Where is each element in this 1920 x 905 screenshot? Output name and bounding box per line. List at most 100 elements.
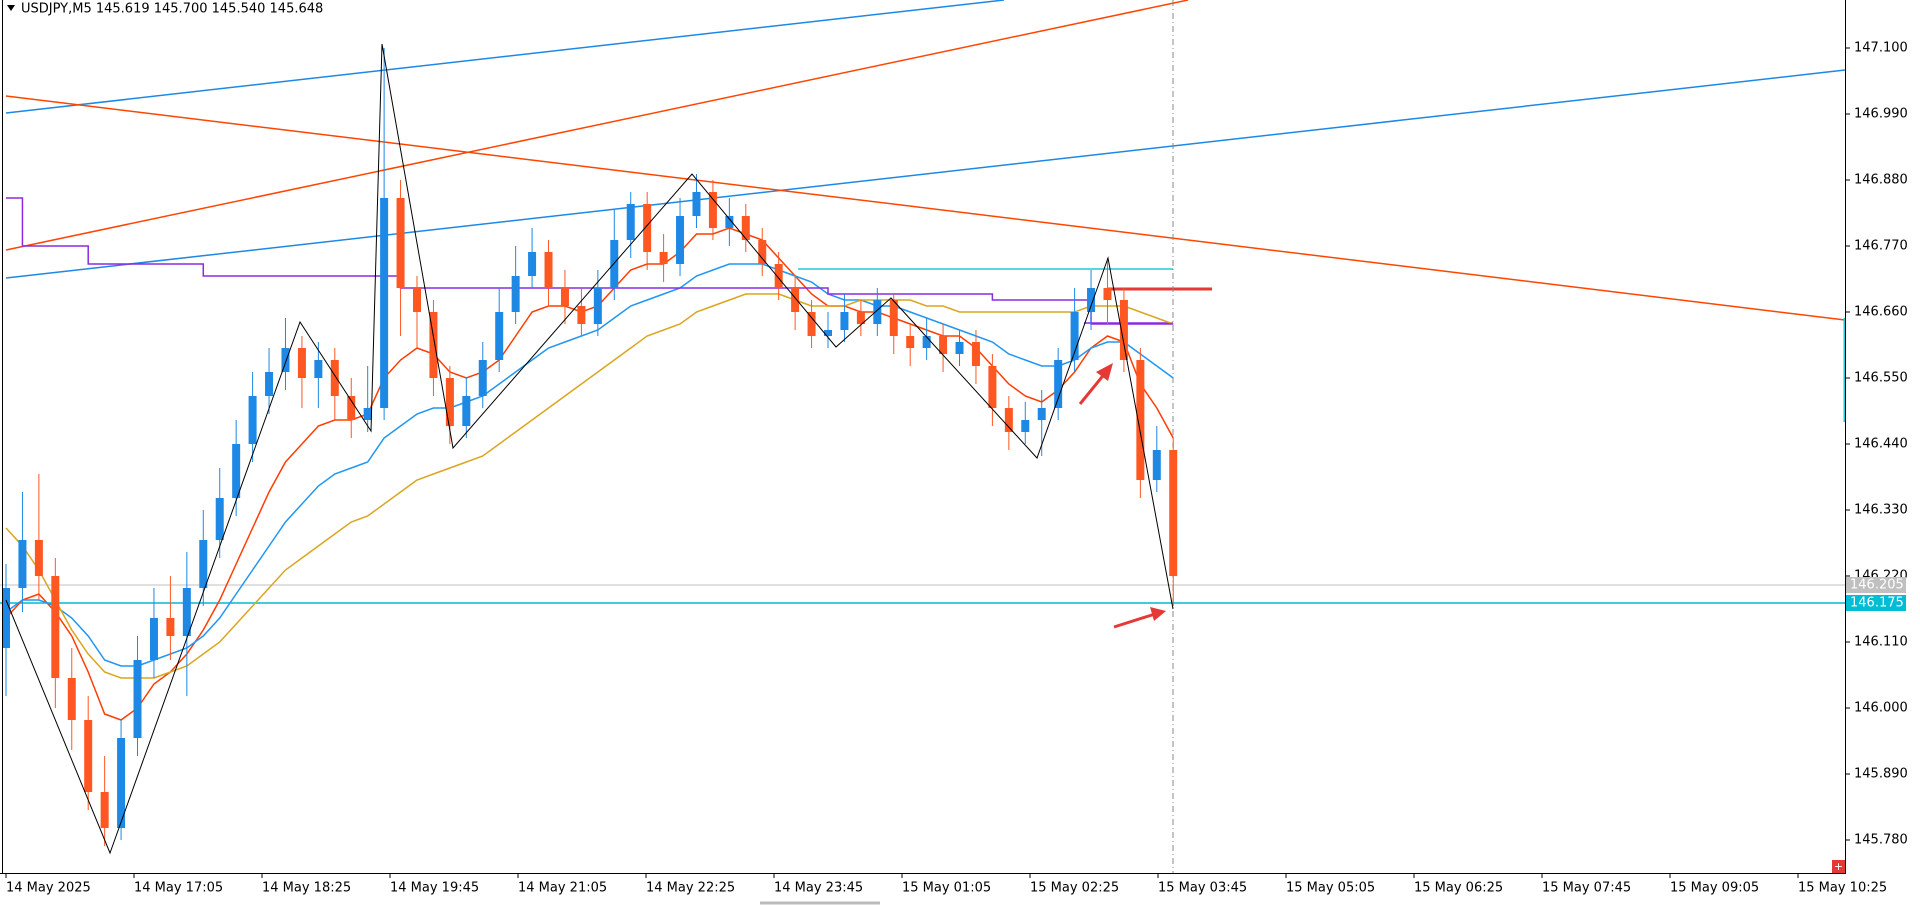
candle-body: [232, 444, 241, 498]
y-tick-label: 145.890: [1854, 767, 1908, 782]
x-tick-label: 14 May 22:25: [646, 881, 735, 896]
x-tick-label: 14 May 19:45: [390, 881, 479, 896]
layer: [0, 584, 1845, 604]
indicator-line: [5, 293, 1174, 679]
price-label: 146.205: [1850, 578, 1904, 593]
candle-body: [741, 216, 750, 240]
candle-body: [1037, 408, 1046, 420]
x-tick-label: 14 May 21:05: [518, 881, 607, 896]
candle-body: [445, 378, 454, 426]
y-tick-label: 146.440: [1854, 437, 1908, 452]
candle-body: [511, 276, 520, 312]
candle-body: [692, 192, 701, 216]
candle-body: [1119, 300, 1128, 360]
candle-body: [1152, 450, 1161, 480]
candle-body: [708, 192, 717, 228]
arrow: [1078, 363, 1113, 405]
candle-body: [1054, 360, 1063, 408]
x-tick-label: 15 May 01:05: [902, 881, 991, 896]
drawings: [5, 0, 1847, 873]
candle-body: [593, 288, 602, 324]
x-tick-label: 15 May 03:45: [1158, 881, 1247, 896]
y-tick-label: 146.880: [1854, 173, 1908, 188]
y-tick-label: 146.770: [1854, 239, 1908, 254]
candle-body: [396, 198, 405, 288]
candle-body: [281, 348, 290, 372]
indicator-line: [5, 263, 1174, 667]
candle-body: [774, 264, 783, 288]
arrow-shaft: [1113, 612, 1156, 629]
candle-body: [51, 576, 60, 678]
candle-body: [462, 396, 471, 426]
candle-body: [610, 240, 619, 288]
candle-body: [643, 204, 652, 252]
x-tick-label: 15 May 09:05: [1670, 881, 1759, 896]
candle-body: [791, 288, 800, 312]
candle-body: [626, 204, 635, 240]
candle-body: [18, 540, 27, 588]
candle-body: [1004, 408, 1013, 432]
candle-body: [215, 498, 224, 540]
candle-body: [182, 588, 191, 636]
candle-body: [1087, 288, 1096, 312]
zigzag: [5, 43, 1174, 855]
price-label-box: [1846, 577, 1906, 593]
candle-body: [659, 252, 668, 264]
arrow: [1113, 607, 1166, 629]
y-tick-label: 146.110: [1854, 635, 1908, 650]
candle-body: [478, 360, 487, 396]
candle-body: [133, 660, 142, 738]
arrow-head: [1150, 607, 1166, 621]
x-tick-label: 15 May 07:45: [1542, 881, 1631, 896]
candle-body: [363, 408, 372, 420]
candle-body: [495, 312, 504, 360]
candle-body: [889, 300, 898, 336]
candle-body: [856, 312, 865, 324]
candle-body: [922, 336, 931, 348]
menu-icon[interactable]: [7, 5, 15, 11]
x-tick-label: 14 May 18:25: [262, 881, 351, 896]
candle-body: [347, 396, 356, 420]
candle-body: [1169, 450, 1178, 576]
candle-body: [67, 678, 76, 720]
candle-body: [84, 720, 93, 792]
x-tick-label: 15 May 05:05: [1286, 881, 1375, 896]
candle-body: [413, 288, 421, 312]
candle-body: [1103, 288, 1112, 300]
layer: [2, 48, 1178, 846]
x-tick-label: 15 May 02:25: [1030, 881, 1119, 896]
candle-body: [100, 792, 109, 828]
candle-body: [1021, 420, 1030, 432]
chart-title: USDJPY,M5 145.619 145.700 145.540 145.64…: [21, 2, 323, 17]
candle-body: [429, 312, 438, 378]
y-tick-label: 146.990: [1854, 107, 1908, 122]
candle-body: [840, 312, 849, 330]
y-tick-label: 146.550: [1854, 371, 1908, 386]
arrow-shaft: [1078, 371, 1108, 405]
candle-body: [166, 618, 175, 636]
trendline: [5, 69, 1846, 279]
candle-body: [725, 216, 734, 228]
candle-body: [906, 336, 915, 348]
x-tick-label: 14 May 17:05: [134, 881, 223, 896]
layer: 147.100 146.990 146.880 146.770 146.660 146.5…: [5, 41, 1908, 896]
candle-body: [577, 306, 586, 324]
candle-body: [676, 216, 685, 264]
candle-body: [117, 738, 126, 828]
drawings: [5, 43, 1174, 855]
price-axis-area: [1846, 0, 1920, 905]
candle-body: [380, 198, 389, 408]
y-tick-label: 147.100: [1854, 41, 1908, 56]
candle-body: [34, 540, 43, 576]
close-button[interactable]: [1832, 860, 1845, 873]
time-axis-area: [0, 874, 1920, 905]
candle-body: [560, 288, 569, 306]
x-tick-label: 14 May 23:45: [774, 881, 863, 896]
candle-body: [544, 252, 553, 288]
y-tick-label: 146.000: [1854, 701, 1908, 716]
candle-body: [971, 342, 980, 366]
close-icon: +: [1834, 860, 1843, 873]
arrow-head: [1096, 363, 1113, 381]
